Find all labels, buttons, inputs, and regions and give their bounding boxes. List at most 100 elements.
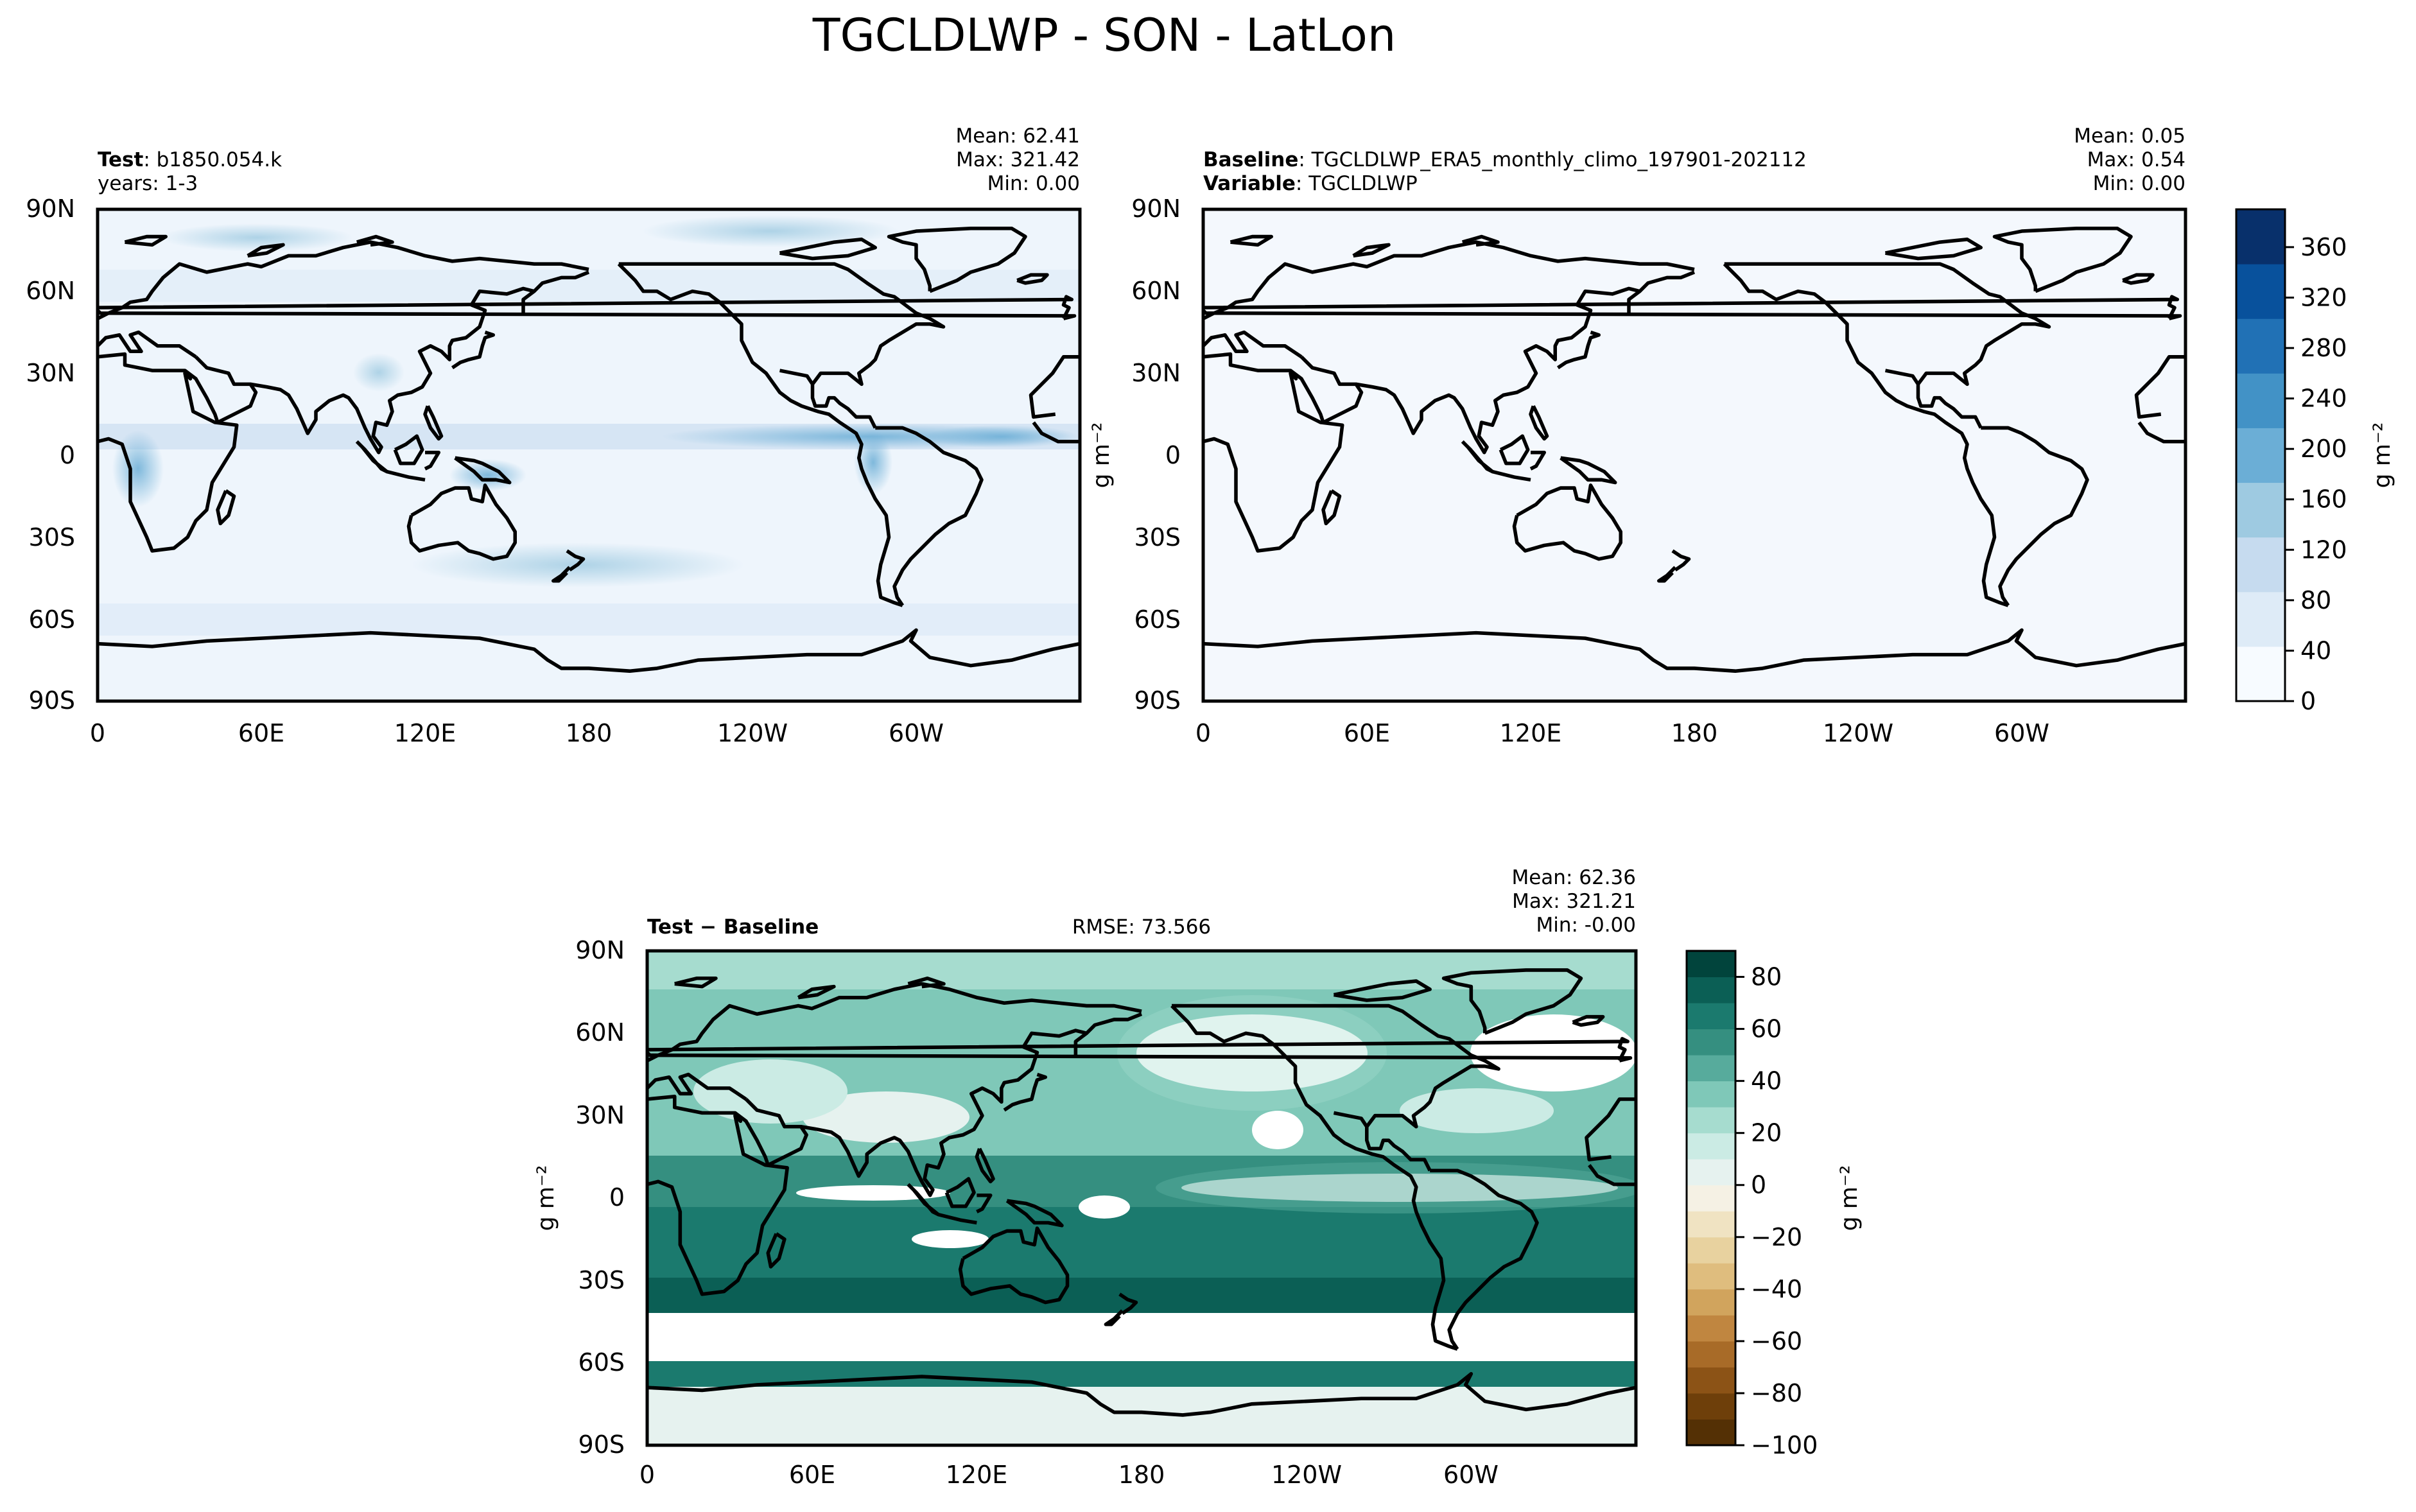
top-colorbar-tick-label: 0 — [2300, 687, 2316, 715]
diff-lat-tick: 60S — [578, 1348, 625, 1377]
test-lon-tick: 120E — [394, 719, 456, 747]
top-colorbar-segment — [2236, 209, 2285, 265]
diff-lon-tick: 120W — [1271, 1461, 1342, 1489]
colorbar-top-frame — [2235, 208, 2286, 702]
test-years: years: 1-3 — [98, 172, 198, 195]
diff-colorbar-tick-label: −40 — [1751, 1275, 1802, 1303]
test-lat-tick: 90N — [26, 195, 75, 223]
diff-colorbar-segment — [1687, 1315, 1735, 1342]
baseline-lon-tick: 60W — [1994, 719, 2049, 747]
diff-colorbar-segment — [1687, 1081, 1735, 1108]
diff-lon-tick: 60E — [789, 1461, 835, 1489]
diff-colorbar-segment — [1687, 1341, 1735, 1368]
figure-title: TGCLDLWP - SON - LatLon — [812, 9, 1396, 62]
diff-colorbar-segment — [1687, 1029, 1735, 1056]
baseline-lat-tick: 90S — [1134, 686, 1181, 715]
diff-lat-tick: 30S — [578, 1266, 625, 1294]
diff-colorbar-segment — [1687, 1185, 1735, 1212]
diff-lon-axis: 0 60E 120E 180 120W 60W — [639, 1461, 1499, 1489]
baseline-min: Min: 0.00 — [2093, 172, 2186, 195]
diff-panel: Test − Baseline RMSE: 73.566 Mean: 62.36… — [533, 866, 1638, 1489]
diff-lat-axis: 90N 60N 30N 0 30S 60S 90S — [575, 936, 625, 1459]
diff-colorbar-segment — [1687, 1367, 1735, 1394]
diff-colorbar-segment — [1687, 1211, 1735, 1238]
baseline-lon-tick: 0 — [1195, 719, 1211, 747]
colorbar-diff: 80 60 40 20 0 −20 −40 −60 −80 −100 g m⁻² — [1685, 950, 1863, 1459]
diff-units-label: g m⁻² — [533, 1165, 559, 1231]
diff-colorbar-segment — [1687, 1133, 1735, 1160]
diff-lat-tick: 60N — [575, 1018, 625, 1047]
test-lon-tick: 120W — [717, 719, 788, 747]
test-label-text: : b1850.054.k — [143, 148, 282, 171]
baseline-lon-tick: 120E — [1500, 719, 1562, 747]
baseline-units-label: g m⁻² — [1088, 422, 1115, 489]
test-lat-tick: 0 — [60, 441, 75, 469]
top-colorbar-tick-label: 40 — [2300, 636, 2331, 665]
diff-colorbar-segment — [1687, 1419, 1735, 1446]
diff-lon-tick: 120E — [946, 1461, 1008, 1489]
baseline-field — [1203, 209, 2186, 701]
diff-colorbar-tick-label: 80 — [1751, 963, 1782, 991]
colorbar-diff-units: g m⁻² — [1836, 1165, 1863, 1231]
test-lon-tick: 60E — [238, 719, 284, 747]
test-mean: Mean: 62.41 — [955, 125, 1080, 148]
baseline-lat-tick: 0 — [1165, 441, 1181, 469]
diff-lat-tick: 30N — [575, 1101, 625, 1129]
colorbar-top-units: g m⁻² — [2369, 422, 2395, 489]
variable-label-bold: Variable — [1203, 172, 1296, 195]
test-lat-tick: 90S — [29, 686, 75, 715]
baseline-label-bold: Baseline — [1203, 148, 1298, 171]
baseline-lat-tick: 60S — [1134, 605, 1181, 634]
top-colorbar-tick-label: 280 — [2300, 334, 2347, 362]
diff-colorbar-tick-label: −60 — [1751, 1327, 1802, 1355]
test-map-frame — [96, 207, 1082, 703]
top-colorbar-tick-label: 80 — [2300, 586, 2331, 614]
diff-lat-tick: 0 — [609, 1183, 625, 1212]
diff-colorbar-tick-label: 0 — [1751, 1171, 1766, 1199]
diff-colorbar-segment — [1687, 1237, 1735, 1264]
baseline-lon-tick: 120W — [1823, 719, 1893, 747]
baseline-map-frame — [1201, 207, 2187, 703]
svg-text:Baseline: TGCLDLWP_ERA5_monthl: Baseline: TGCLDLWP_ERA5_monthly_climo_19… — [1203, 148, 1807, 171]
top-colorbar-tick-label: 360 — [2300, 233, 2347, 261]
baseline-max: Max: 0.54 — [2087, 148, 2186, 171]
baseline-label-text: : TGCLDLWP_ERA5_monthly_climo_197901-202… — [1298, 148, 1806, 171]
diff-colorbar-segment — [1687, 1289, 1735, 1316]
diff-colorbar-segment — [1687, 1107, 1735, 1134]
diff-colorbar-segment — [1687, 977, 1735, 1004]
diff-colorbar-segment — [1687, 1393, 1735, 1420]
colorbar-top: 0 40 80 120 160 200 240 280 320 360 g m⁻² — [2235, 208, 2395, 715]
top-colorbar-segment — [2236, 482, 2285, 538]
diff-lon-tick: 60W — [1443, 1461, 1499, 1489]
test-lon-tick: 60W — [889, 719, 944, 747]
colorbar-diff-frame — [1685, 950, 1737, 1447]
diff-colorbar-tick-label: 40 — [1751, 1067, 1782, 1095]
diff-rmse: RMSE: 73.566 — [1072, 916, 1211, 939]
test-lon-tick: 180 — [566, 719, 613, 747]
diff-label: Test − Baseline — [647, 916, 819, 939]
top-colorbar-tick-label: 160 — [2300, 485, 2347, 514]
diff-lon-tick: 180 — [1118, 1461, 1165, 1489]
diff-colorbar-tick-label: −100 — [1751, 1431, 1818, 1459]
diff-lon-tick: 0 — [639, 1461, 655, 1489]
test-lat-tick: 30S — [29, 523, 75, 552]
test-lat-tick: 60S — [29, 605, 75, 634]
diff-colorbar-segment — [1687, 951, 1735, 978]
diff-colorbar-tick-label: 60 — [1751, 1015, 1782, 1043]
top-colorbar-segment — [2236, 591, 2285, 647]
top-colorbar-tick-label: 320 — [2300, 283, 2347, 311]
baseline-lat-tick: 30S — [1134, 523, 1181, 552]
test-lon-axis: 0 60E 120E 180 120W 60W — [90, 719, 944, 747]
test-lat-tick: 30N — [26, 359, 75, 387]
diff-colorbar-segment — [1687, 1003, 1735, 1030]
baseline-lon-axis: 0 60E 120E 180 120W 60W — [1195, 719, 2049, 747]
diff-lat-tick: 90S — [578, 1430, 625, 1459]
variable-label-text: : TGCLDLWP — [1296, 172, 1418, 195]
baseline-panel: Baseline: TGCLDLWP_ERA5_monthly_climo_19… — [1088, 125, 2187, 747]
top-colorbar-tick-label: 200 — [2300, 435, 2347, 463]
top-colorbar-segment — [2236, 646, 2285, 702]
top-colorbar-tick-label: 240 — [2300, 385, 2347, 413]
baseline-lon-tick: 60E — [1344, 719, 1390, 747]
top-colorbar-segment — [2236, 428, 2285, 483]
